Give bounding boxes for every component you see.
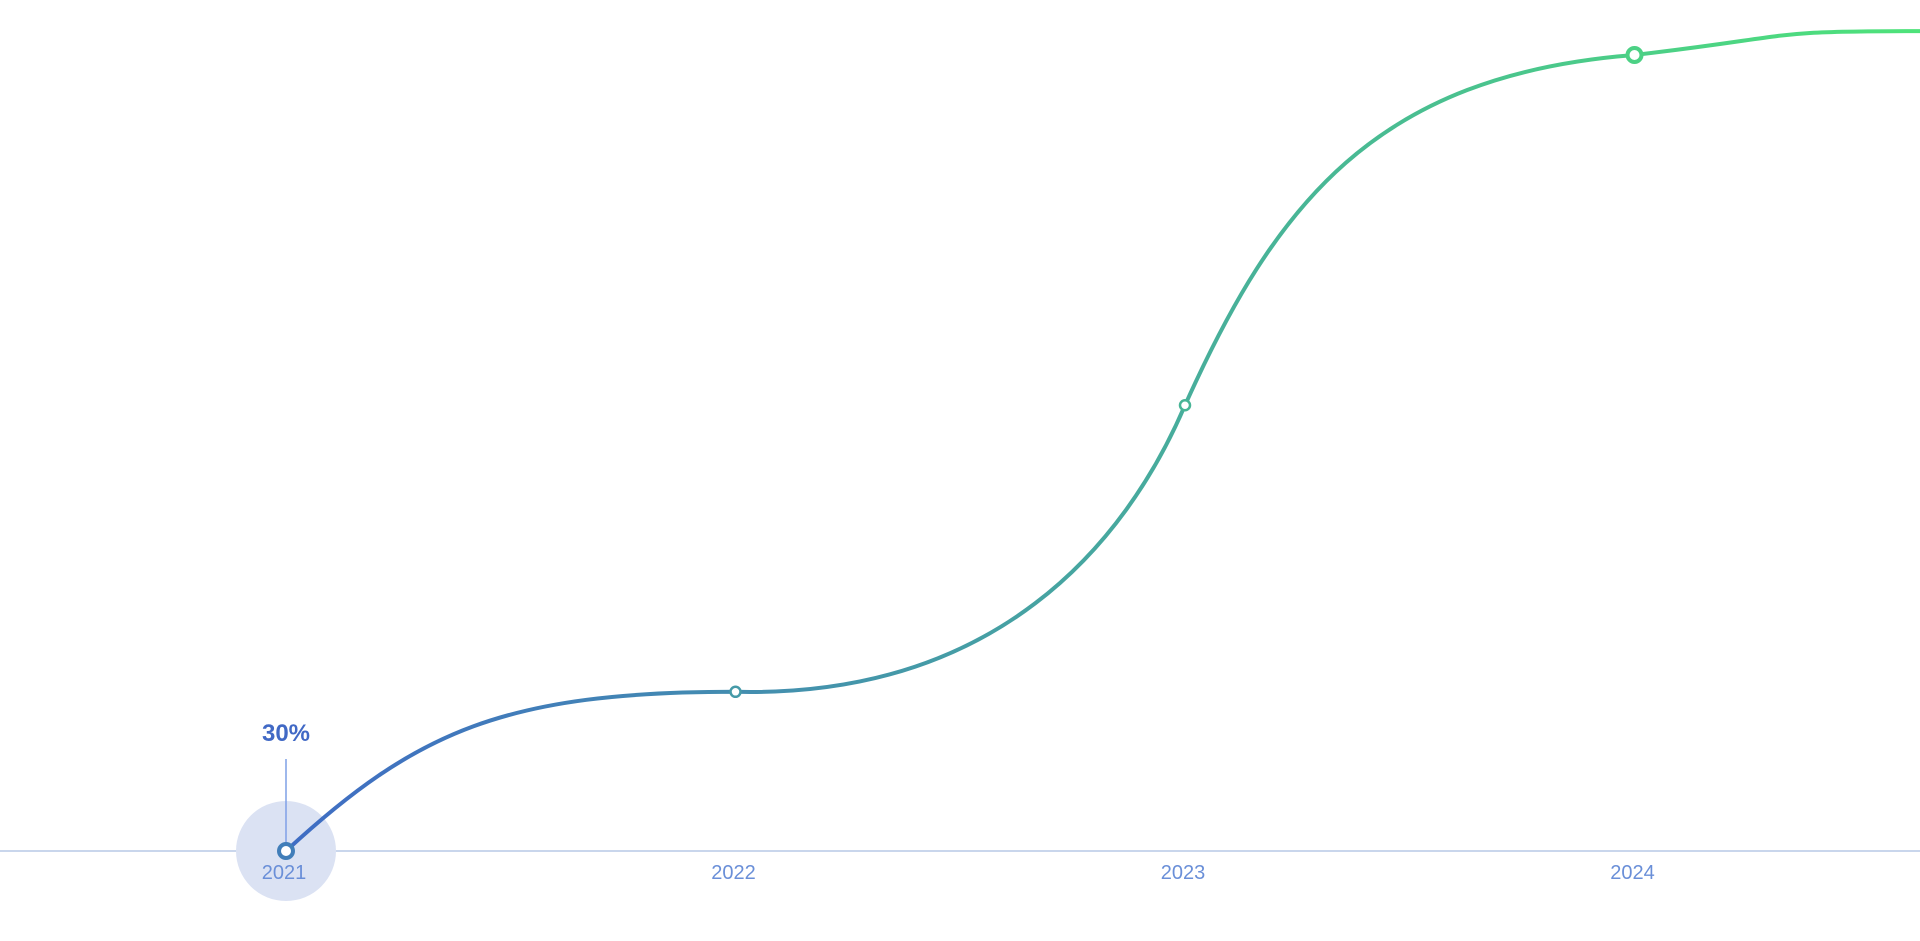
data-point-2024 bbox=[1625, 46, 1644, 64]
data-point-2022 bbox=[729, 685, 742, 699]
x-tick-label-2022: 2022 bbox=[711, 862, 756, 884]
x-tick-labels: 2021 2022 2023 2024 bbox=[262, 862, 1655, 884]
value-label: 30% bbox=[262, 720, 310, 747]
data-point-2023 bbox=[1178, 398, 1192, 412]
x-tick-label-2024: 2024 bbox=[1610, 862, 1655, 884]
data-point-2021 bbox=[277, 842, 295, 860]
series-line bbox=[284, 29, 1920, 853]
x-tick-label-2023: 2023 bbox=[1161, 862, 1206, 884]
data-points bbox=[277, 46, 1644, 860]
x-tick-label-2021: 2021 bbox=[262, 862, 307, 884]
